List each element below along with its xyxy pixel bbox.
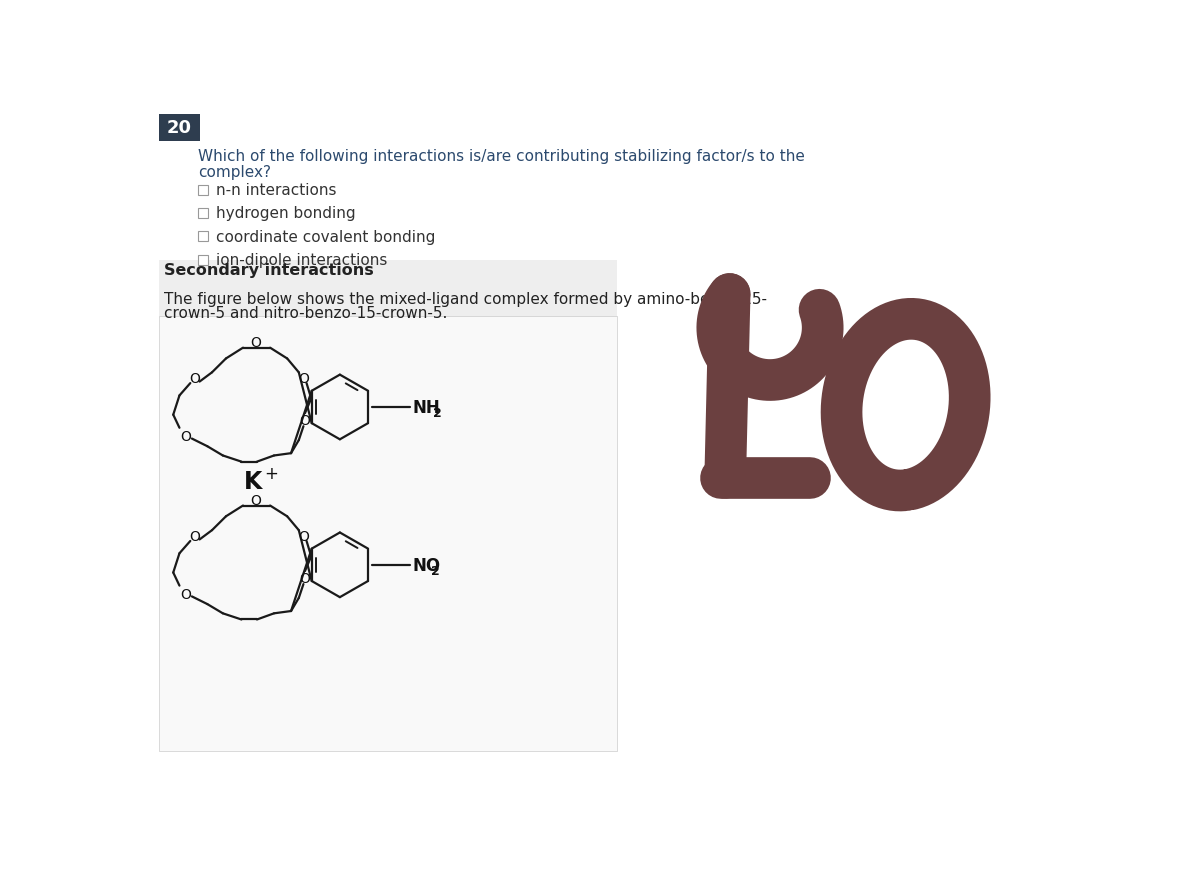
Text: O: O xyxy=(298,372,308,386)
FancyBboxPatch shape xyxy=(198,209,208,219)
Text: O: O xyxy=(180,588,191,602)
Text: Secondary interactions: Secondary interactions xyxy=(164,263,373,278)
Text: complex?: complex? xyxy=(198,165,271,180)
Bar xyxy=(160,260,617,281)
Text: 2: 2 xyxy=(433,406,442,419)
Text: NH: NH xyxy=(413,398,440,417)
Bar xyxy=(160,317,617,752)
Text: O: O xyxy=(251,336,262,350)
FancyBboxPatch shape xyxy=(198,232,208,242)
Text: O: O xyxy=(190,529,200,543)
Text: NO: NO xyxy=(413,556,440,574)
Text: 2: 2 xyxy=(431,564,440,577)
Text: hydrogen bonding: hydrogen bonding xyxy=(216,206,355,221)
Text: 20: 20 xyxy=(167,119,192,138)
Text: K$^+$: K$^+$ xyxy=(242,468,278,493)
Text: O: O xyxy=(180,430,191,444)
Text: crown-5 and nitro-benzo-15-crown-5.: crown-5 and nitro-benzo-15-crown-5. xyxy=(164,305,448,320)
FancyBboxPatch shape xyxy=(198,255,208,265)
Text: ion-dipole interactions: ion-dipole interactions xyxy=(216,253,388,267)
Bar xyxy=(160,279,617,319)
Text: n-n interactions: n-n interactions xyxy=(216,183,336,198)
Text: O: O xyxy=(298,530,308,544)
Text: O: O xyxy=(300,414,311,428)
Text: O: O xyxy=(251,494,262,508)
Text: The figure below shows the mixed-ligand complex formed by amino-benzo-15-: The figure below shows the mixed-ligand … xyxy=(164,291,767,306)
Text: O: O xyxy=(300,571,311,585)
FancyBboxPatch shape xyxy=(160,115,199,142)
Text: coordinate covalent bonding: coordinate covalent bonding xyxy=(216,229,436,245)
Text: O: O xyxy=(190,371,200,385)
FancyBboxPatch shape xyxy=(198,186,208,196)
Text: Which of the following interactions is/are contributing stabilizing factor/s to : Which of the following interactions is/a… xyxy=(198,149,805,164)
